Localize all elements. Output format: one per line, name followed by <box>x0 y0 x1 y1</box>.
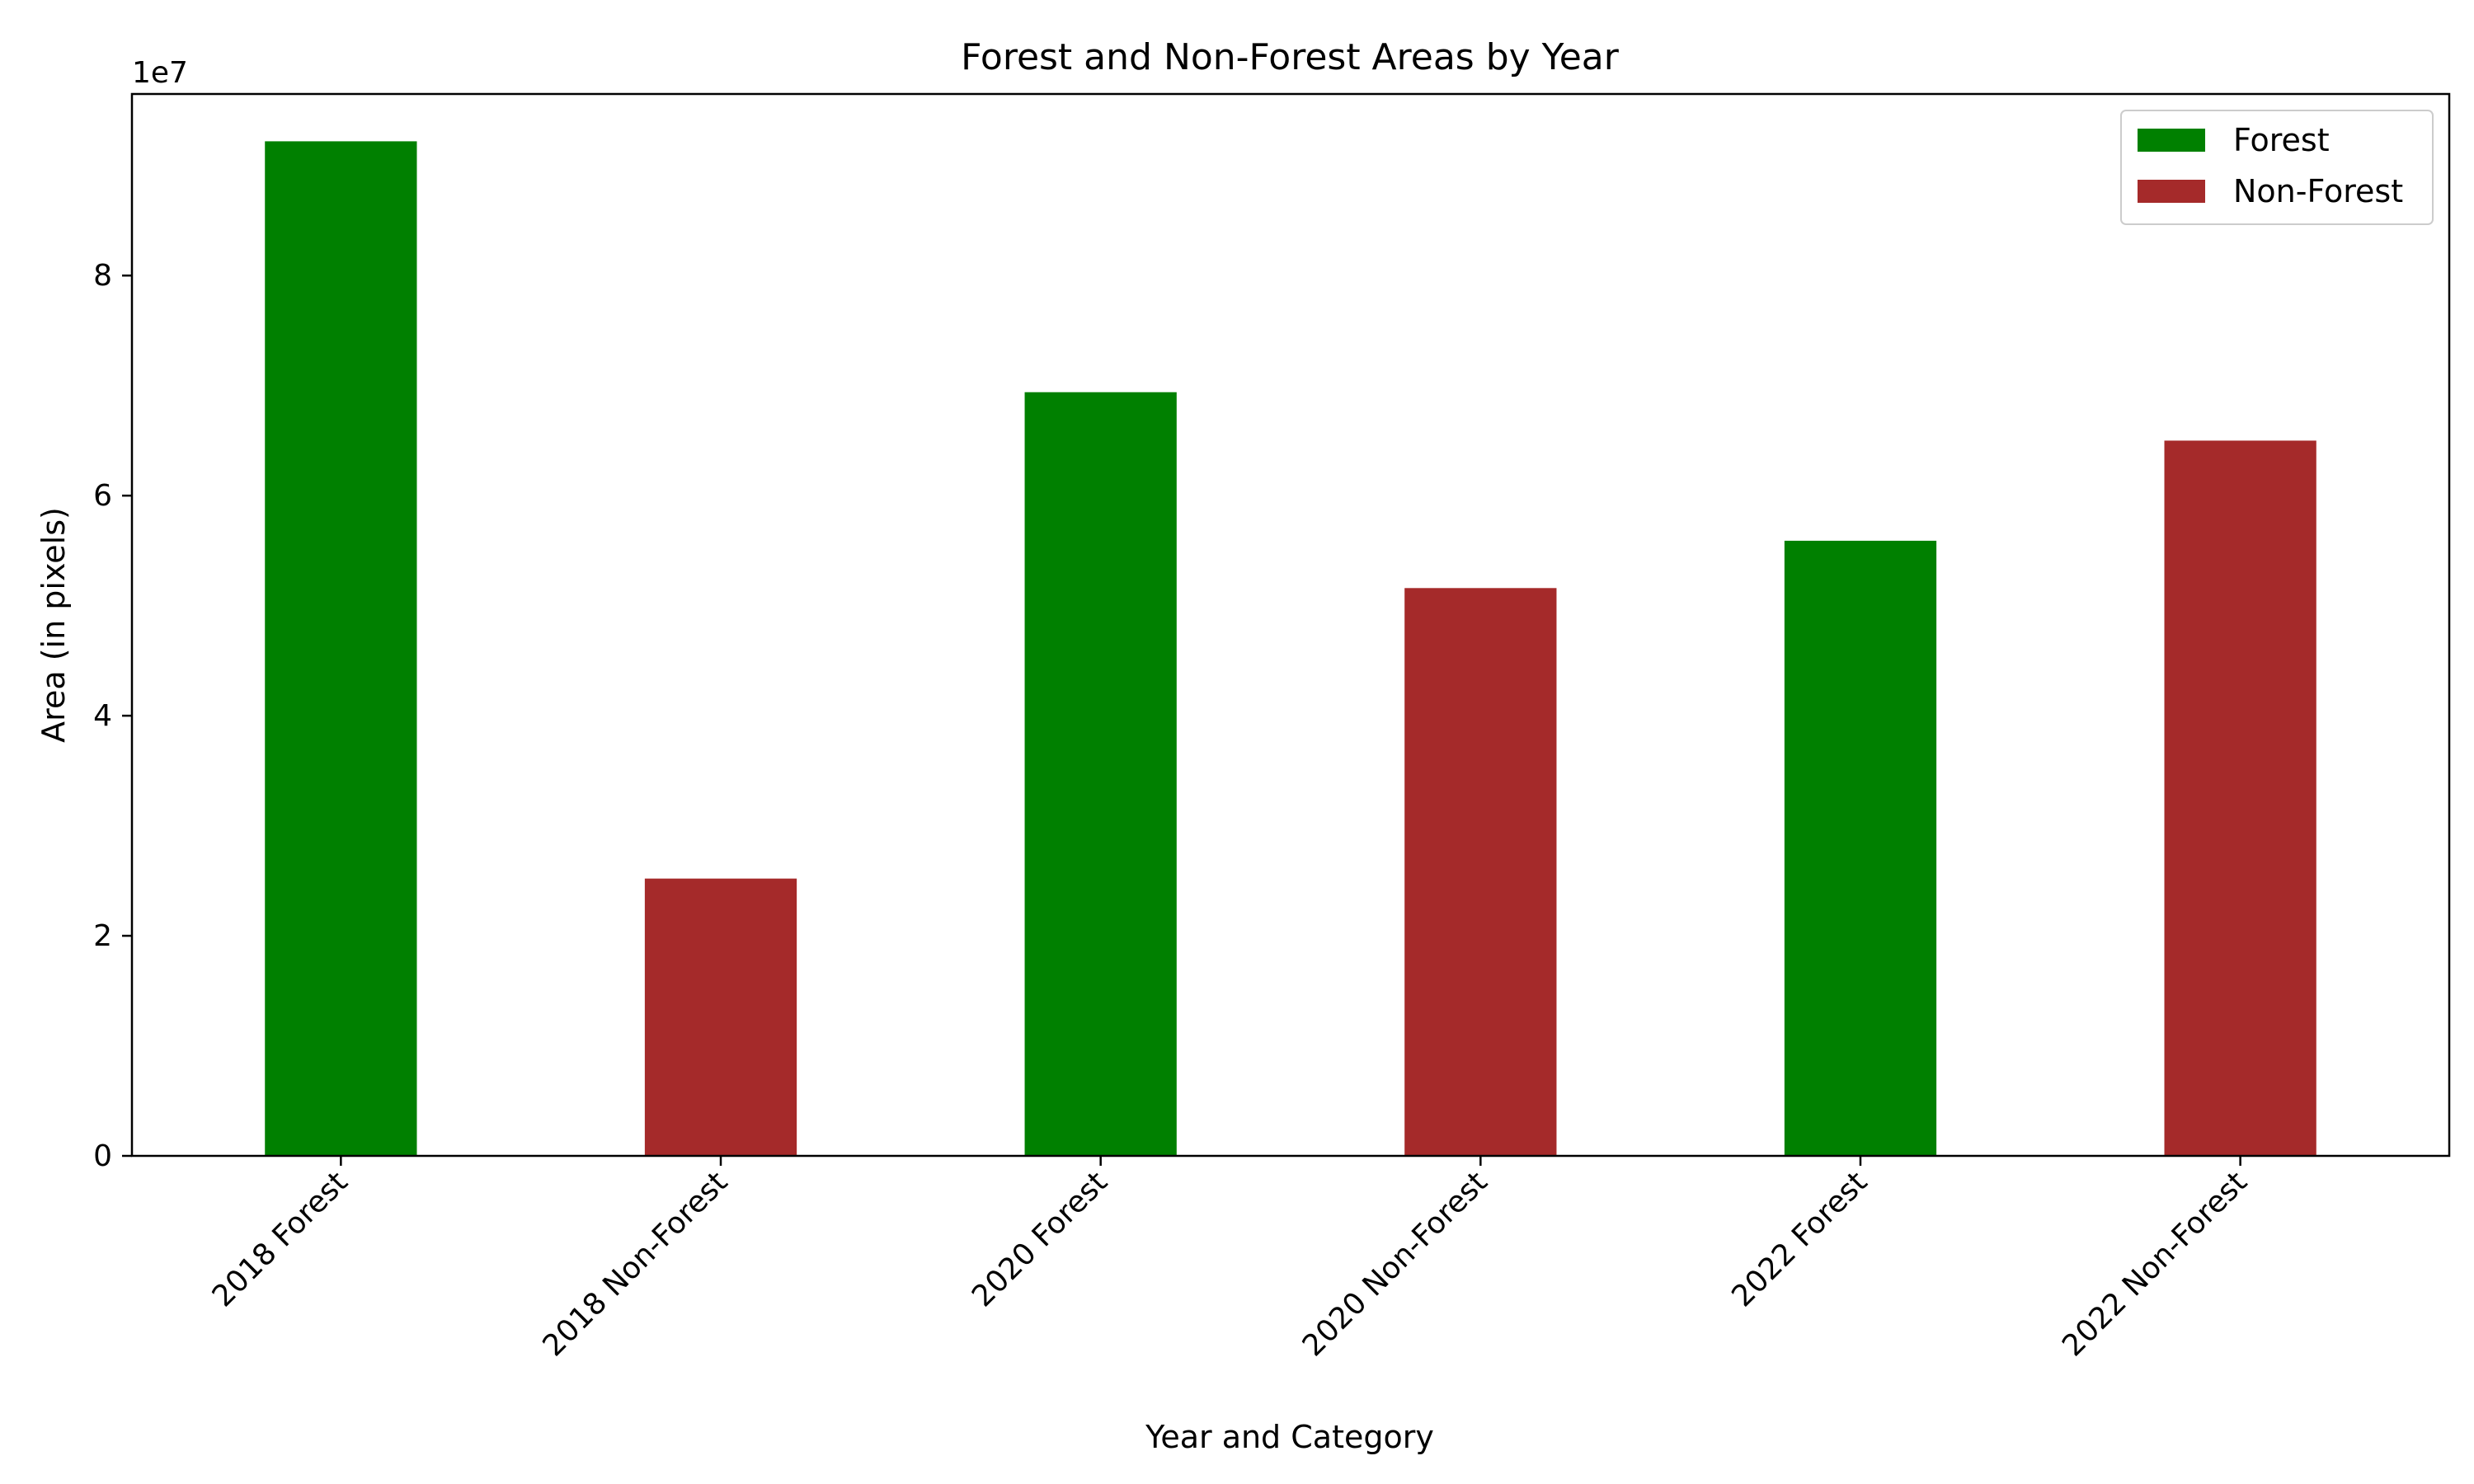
bar-2020-non-forest <box>1404 588 1557 1156</box>
bar-2022-non-forest <box>2164 440 2316 1156</box>
y-tick-label-0: 0 <box>93 1139 112 1173</box>
x-axis-label: Year and Category <box>1145 1419 1434 1455</box>
bars <box>265 141 2316 1157</box>
bar-2022-forest <box>1784 540 1937 1156</box>
y-tick-label-2: 2 <box>93 919 112 953</box>
bar-2018-forest <box>265 141 417 1157</box>
legend-swatch-forest <box>2138 129 2205 152</box>
legend-label-non-forest: Non-Forest <box>2233 173 2403 209</box>
y-scale-label: 1e7 <box>132 56 188 90</box>
legend-swatch-non-forest <box>2138 180 2205 203</box>
legend: Forest Non-Forest <box>2120 110 2434 225</box>
bar-2020-forest <box>1024 392 1177 1156</box>
y-tick-label-8: 8 <box>93 259 112 293</box>
y-tick-label-6: 6 <box>93 479 112 513</box>
plot-frame <box>130 92 2451 1158</box>
chart-title: Forest and Non-Forest Areas by Year <box>961 36 1620 78</box>
y-tick-label-4: 4 <box>93 699 112 733</box>
legend-label-forest: Forest <box>2233 122 2330 158</box>
bar-2018-non-forest <box>644 878 797 1156</box>
y-axis-label: Area (in pixels) <box>35 507 72 743</box>
y-axis-ticks: 0 2 4 6 8 <box>93 259 132 1173</box>
